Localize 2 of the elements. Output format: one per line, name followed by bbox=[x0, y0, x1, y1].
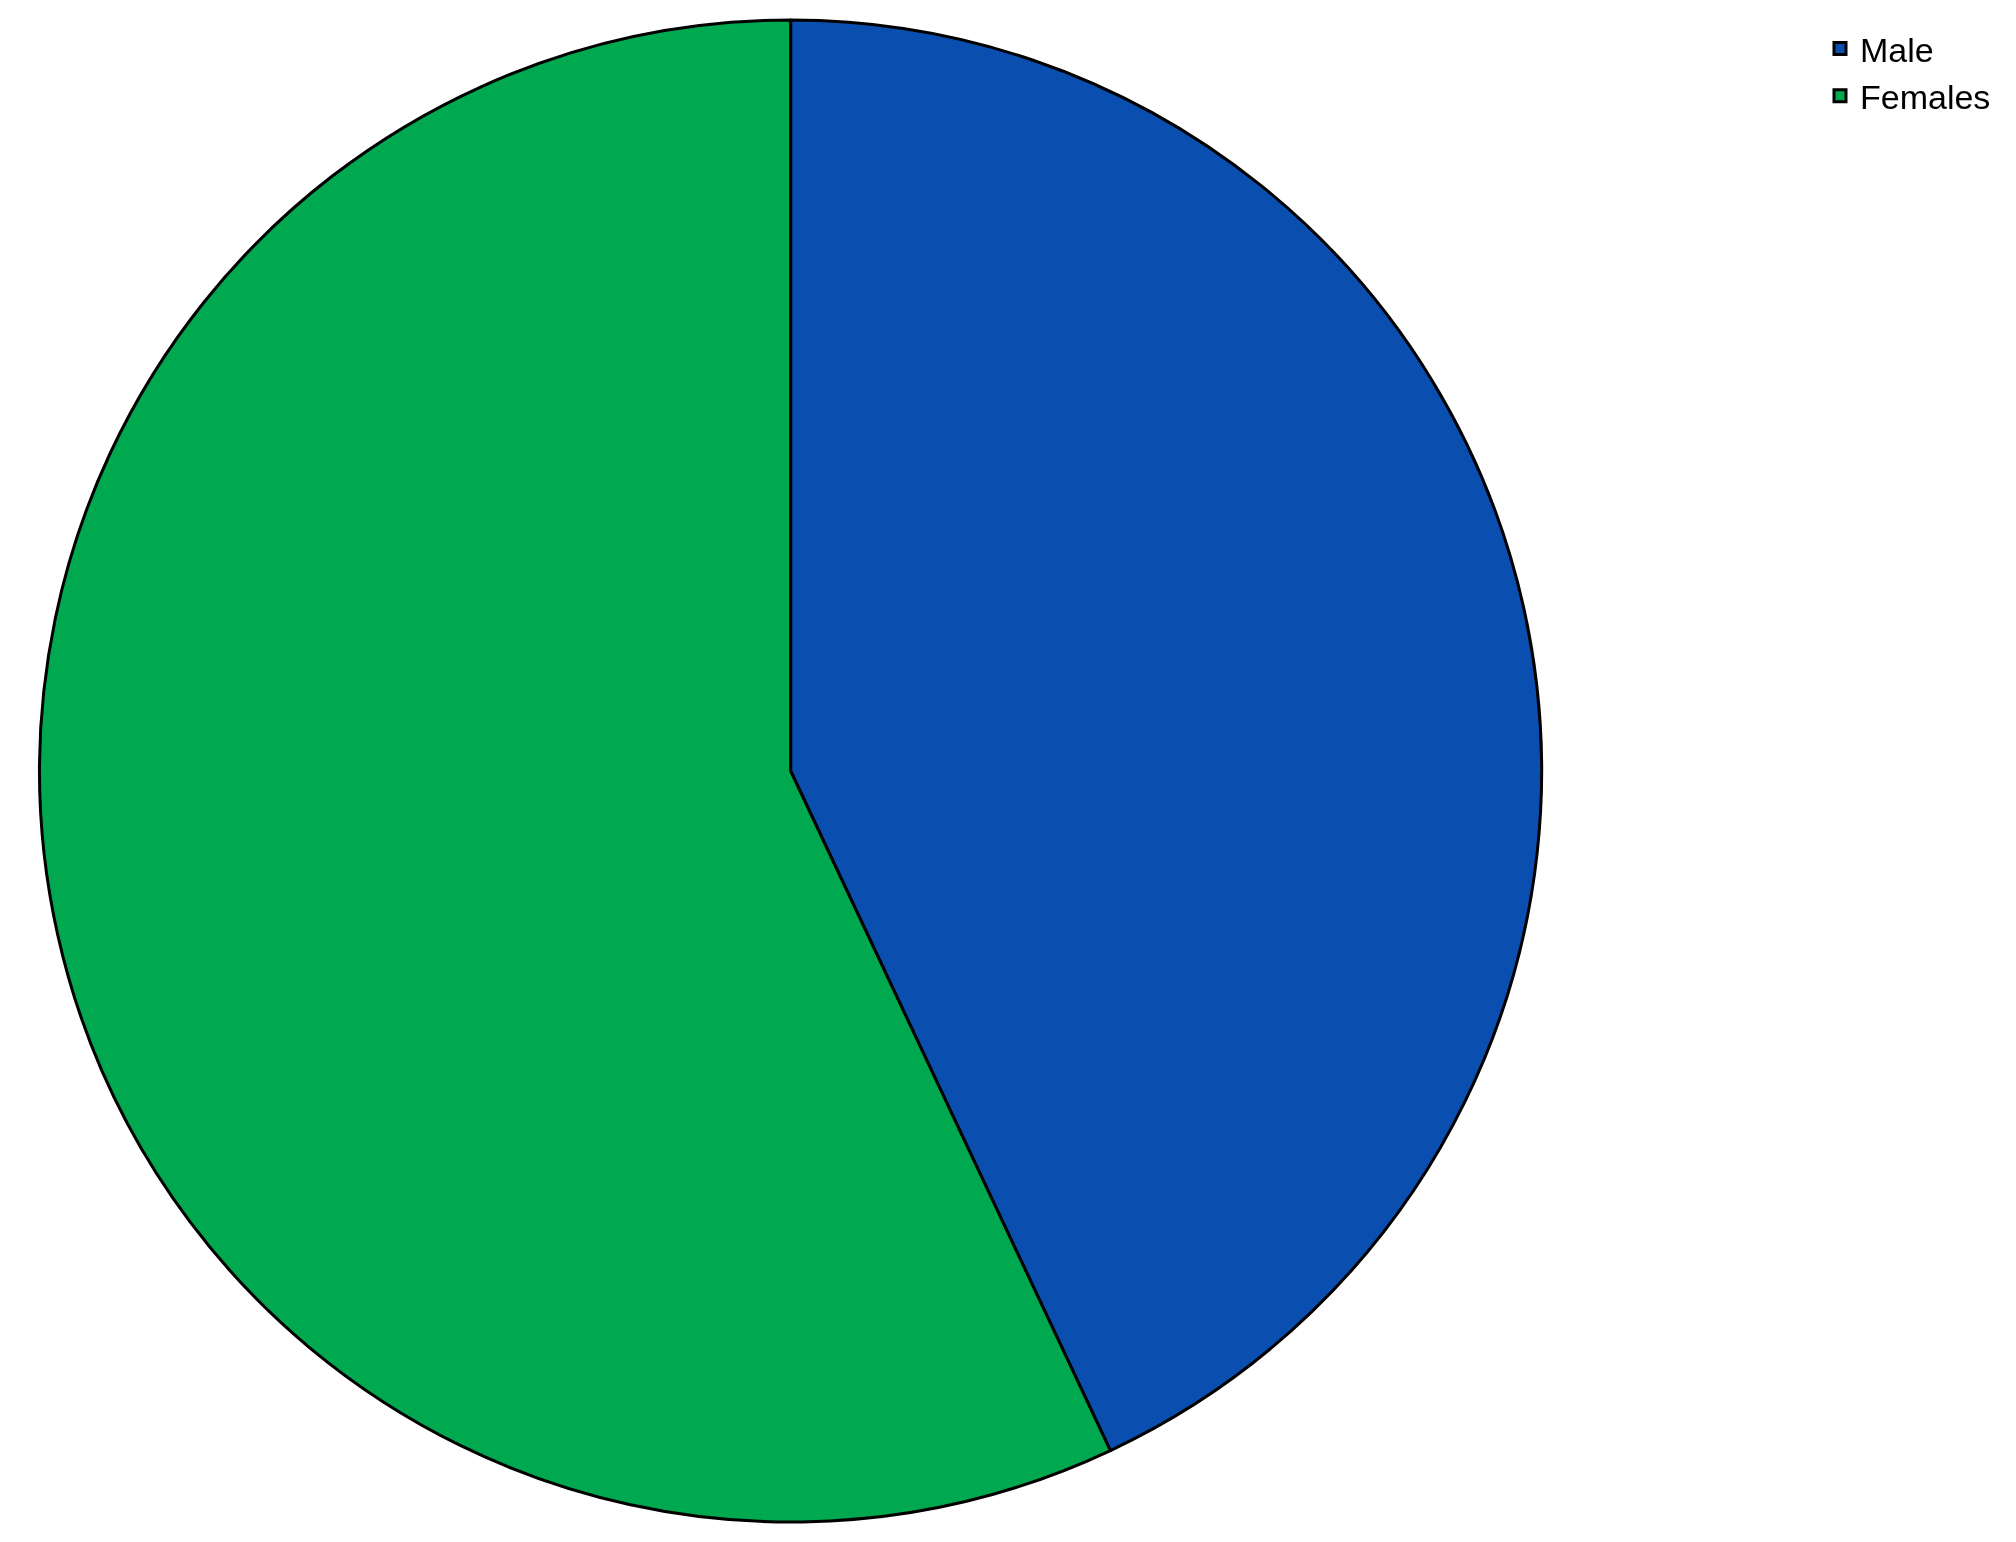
legend-label: Male bbox=[1860, 30, 1934, 69]
legend-label: Females bbox=[1860, 78, 1991, 117]
